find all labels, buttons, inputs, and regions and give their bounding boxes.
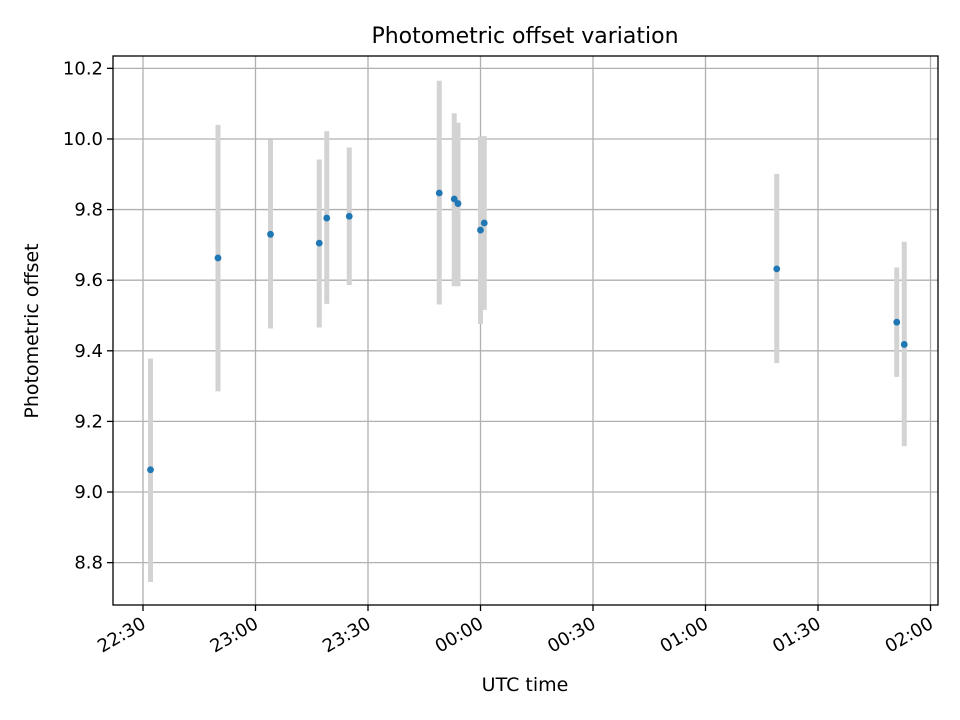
x-axis-label: UTC time	[482, 674, 569, 696]
data-point	[477, 226, 484, 234]
y-tick-label: 9.8	[74, 200, 103, 221]
y-tick-label: 10.2	[63, 58, 103, 79]
data-point	[773, 265, 781, 273]
data-point	[893, 318, 901, 326]
data-point	[454, 200, 462, 207]
y-tick-label: 9.2	[74, 411, 103, 432]
data-point	[214, 254, 222, 262]
y-tick-label: 9.4	[74, 341, 103, 362]
plot-frame	[112, 55, 939, 606]
y-axis-ticks: 8.8 9.0 9.2 9.4 9.6 9.8 10.0 10.2	[63, 58, 113, 574]
y-axis-label: Photometric offset	[21, 243, 43, 418]
data-point	[450, 195, 458, 203]
data-point	[345, 212, 353, 220]
x-tick-label: 22:30	[94, 613, 149, 657]
y-tick-label: 9.6	[74, 270, 103, 291]
x-tick-label: 01:30	[769, 613, 824, 657]
x-axis-ticks: 22:30 23:00 23:30 00:00 00:30 01:00 01:30 02:00	[94, 605, 937, 657]
data-point	[323, 214, 331, 222]
x-tick-label: 23:00	[207, 613, 262, 657]
x-tick-label: 00:30	[544, 613, 599, 657]
chart-title: Photometric offset variation	[371, 24, 678, 49]
x-tick-label: 00:00	[432, 613, 487, 657]
x-tick-label: 02:00	[882, 613, 937, 657]
x-tick-label: 23:30	[319, 613, 374, 657]
data-point	[267, 230, 274, 238]
data-point	[480, 219, 488, 227]
error-bars	[148, 80, 907, 583]
data-point	[435, 189, 443, 197]
x-tick-label: 01:00	[657, 613, 712, 657]
grid	[113, 56, 938, 605]
data-point	[315, 239, 323, 247]
data-points	[147, 189, 908, 474]
y-tick-label: 9.0	[74, 482, 103, 503]
data-point	[147, 466, 154, 474]
y-tick-label: 8.8	[74, 553, 103, 574]
y-tick-label: 10.0	[63, 129, 103, 150]
data-point	[900, 341, 908, 348]
